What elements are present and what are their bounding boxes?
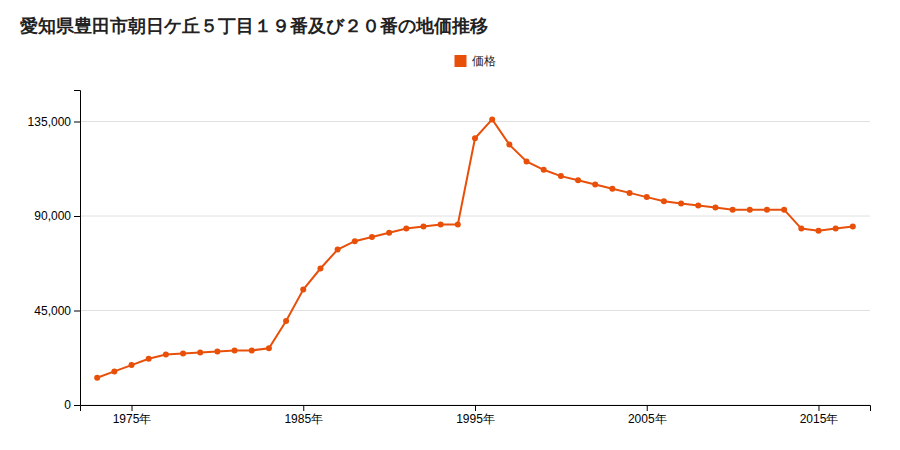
point: [506, 142, 512, 148]
point: [678, 200, 684, 206]
point: [730, 207, 736, 213]
point: [712, 205, 718, 211]
point: [558, 173, 564, 179]
point: [300, 287, 306, 293]
y-tick-mark: [74, 405, 80, 406]
line: [97, 119, 853, 377]
x-tick: 2015年: [800, 405, 839, 426]
grid-line: [80, 310, 870, 311]
point: [798, 226, 804, 232]
point: [815, 228, 821, 234]
point: [335, 247, 341, 253]
x-tick-mark: [132, 405, 133, 411]
point: [609, 186, 615, 192]
title: 愛知県豊田市朝日ケ丘５丁目１９番及び２０番の地価推移: [20, 15, 488, 36]
point: [747, 207, 753, 213]
y-tick: 45,000: [34, 304, 80, 318]
point: [524, 158, 530, 164]
marks: [94, 116, 856, 380]
x-tick-label: 1995年: [456, 412, 495, 426]
x-tick-mark: [475, 405, 476, 411]
point: [489, 116, 495, 122]
point: [575, 177, 581, 183]
x-axis-line: [81, 406, 871, 412]
point: [111, 368, 117, 374]
point: [249, 347, 255, 353]
y-tick: 0: [64, 398, 80, 412]
chart: 1975年 1985年 1995年 2005年 2015年 0 45,000 90,000 13…: [0, 0, 900, 450]
x-tick-mark: [647, 405, 648, 411]
point: [94, 375, 100, 381]
x-tick-label: 2005年: [628, 412, 667, 426]
x-tick-label: 1985年: [284, 412, 323, 426]
point: [455, 221, 461, 227]
point: [163, 352, 169, 358]
point: [472, 135, 478, 141]
point: [232, 347, 238, 353]
point: [781, 207, 787, 213]
x-axis: 1975年 1985年 1995年 2005年 2015年: [81, 405, 871, 426]
x-tick-mark: [303, 405, 304, 411]
grid-line: [80, 121, 870, 122]
point: [352, 238, 358, 244]
point: [644, 194, 650, 200]
point: [403, 226, 409, 232]
x-tick: 1995年: [456, 405, 495, 426]
point: [283, 318, 289, 324]
y-tick-label: 0: [64, 398, 71, 412]
y-tick-mark: [74, 216, 80, 217]
legend: 価格: [455, 54, 496, 68]
point: [850, 224, 856, 230]
x-tick-label: 1975年: [113, 412, 152, 426]
y-tick-mark: [74, 311, 80, 312]
point: [180, 351, 186, 357]
point: [627, 190, 633, 196]
point: [592, 182, 598, 188]
point: [214, 348, 220, 354]
y-tick-label: 90,000: [34, 209, 71, 223]
y-axis: 0 45,000 90,000 135,000: [28, 91, 81, 413]
y-axis-line: [74, 91, 81, 406]
point: [266, 345, 272, 351]
grid-line: [80, 216, 870, 217]
point: [129, 362, 135, 368]
grid: [80, 122, 870, 406]
point: [695, 203, 701, 209]
y-tick-mark: [74, 122, 80, 123]
point: [764, 207, 770, 213]
y-tick-label: 135,000: [28, 115, 72, 129]
x-tick: 1985年: [284, 405, 323, 426]
x-tick-label: 2015年: [800, 412, 839, 426]
point: [420, 224, 426, 230]
plot: 1975年 1985年 1995年 2005年 2015年 0 45,000 90,000 13…: [28, 91, 871, 426]
point: [317, 266, 323, 272]
legend-swatch: [455, 55, 467, 67]
point: [438, 221, 444, 227]
point: [197, 350, 203, 356]
point: [369, 234, 375, 240]
legend-label: 価格: [472, 54, 496, 68]
y-tick: 135,000: [28, 115, 80, 129]
legend-item: 価格: [455, 54, 496, 68]
x-tick: 1975年: [113, 405, 152, 426]
point: [386, 230, 392, 236]
y-tick-label: 45,000: [34, 304, 71, 318]
point: [146, 356, 152, 362]
y-tick: 90,000: [34, 209, 80, 223]
point: [541, 167, 547, 173]
x-tick: 2005年: [628, 405, 667, 426]
point: [661, 198, 667, 204]
x-tick-mark: [818, 405, 819, 411]
point: [833, 226, 839, 232]
